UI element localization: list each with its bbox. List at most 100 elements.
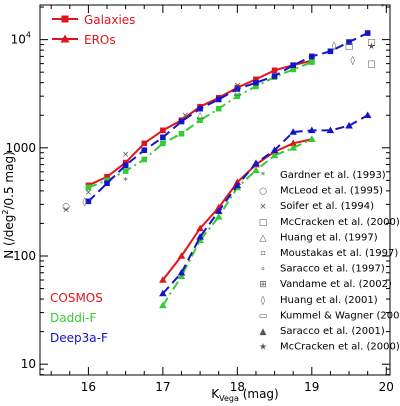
literature-point: ×: [181, 111, 189, 121]
y-tick-label: 104: [11, 31, 31, 47]
data-point: [253, 83, 259, 90]
data-point: [141, 140, 148, 147]
data-point: [270, 146, 279, 154]
literature-point: □: [345, 42, 354, 52]
plot-frame: [39, 4, 391, 376]
literature-point: ×: [85, 188, 93, 198]
data-point: [160, 134, 166, 141]
data-point: [104, 180, 110, 187]
data-point: [289, 139, 297, 147]
data-point: [253, 76, 259, 83]
y-tick-label: 100: [13, 249, 36, 263]
x-tick-label: 16: [81, 380, 96, 394]
literature-point: ◊: [351, 55, 356, 66]
literature-legend-symbol: ▲: [260, 327, 267, 337]
literature-legend-symbol: ◊: [261, 295, 266, 306]
data-point: [214, 207, 223, 214]
literature-point: △: [197, 111, 204, 121]
survey-label: Daddi-F: [50, 311, 96, 325]
literature-legend-symbol: ★: [259, 343, 267, 353]
x-axis-label: KVega (mag): [211, 387, 278, 403]
literature-legend-label: Huang et al. (2001): [280, 295, 378, 306]
data-point: [160, 127, 166, 134]
data-point: [177, 272, 186, 280]
data-point: [252, 159, 260, 167]
data-point: [346, 39, 352, 45]
axes-group: 16 17 18 19 20 10 100 1000 104: [5, 5, 394, 394]
data-point: [215, 105, 222, 112]
data-point: [326, 126, 335, 134]
data-point: [363, 111, 372, 119]
literature-point: □: [367, 60, 376, 70]
data-point: [289, 128, 297, 135]
data-point: [289, 144, 297, 151]
literature-point: ×: [234, 81, 242, 91]
literature-legend-label: Gardner et al. (1993): [280, 170, 386, 181]
data-point: [104, 173, 110, 180]
literature-legend-symbol: ⊞: [259, 280, 267, 290]
data-point: [141, 156, 148, 163]
series-line: [162, 114, 369, 295]
data-point: [104, 177, 110, 184]
survey-label: Deep3a-F: [50, 331, 108, 345]
data-point: [85, 184, 92, 191]
survey-label: COSMOS: [50, 291, 103, 305]
data-point: [271, 73, 278, 79]
literature-point: ×: [62, 205, 70, 215]
x-tick-label: 20: [379, 380, 394, 394]
x-tick-label: 18: [230, 380, 245, 394]
data-point: [196, 233, 204, 240]
data-point: [141, 147, 148, 154]
literature-legend-symbol: ×: [259, 202, 267, 212]
data-point: [290, 66, 296, 73]
data-point: [290, 62, 296, 69]
data-point: [197, 105, 203, 112]
data-point: [196, 224, 204, 232]
legend-label: EROs: [84, 33, 116, 47]
data-point: [308, 135, 316, 143]
literature-legend-symbol: ⌗: [260, 249, 265, 259]
data-point: [214, 213, 223, 220]
data-point: [233, 181, 242, 189]
literature-point: △: [234, 88, 241, 98]
legend-layer: Galaxies EROs COSMOS Daddi-F Deep3a-F * Gardne…: [50, 13, 400, 353]
y-tick-label: 1000: [5, 141, 36, 155]
data-point: [122, 162, 129, 169]
y-axis-label: N (/deg2/0.5 mag): [1, 151, 16, 259]
literature-point: ×: [122, 150, 130, 160]
legend-marker: [60, 34, 70, 43]
data-point: [159, 301, 167, 309]
data-point: [327, 48, 334, 55]
legend-marker: [61, 15, 69, 23]
x-tick-label: 17: [155, 380, 170, 394]
data-point: [270, 151, 279, 159]
data-point: [159, 276, 167, 283]
literature-point: ○: [62, 202, 70, 212]
series-line: [87, 32, 369, 203]
literature-legend-symbol: □: [259, 218, 268, 228]
data-point: [364, 30, 371, 36]
data-point: [197, 117, 203, 123]
data-point: [234, 86, 241, 92]
data-point: [345, 121, 353, 129]
y-tick-label: 10: [21, 357, 36, 371]
literature-legend-label: McCracken et al. (2000): [280, 217, 400, 228]
data-point: [308, 126, 316, 134]
data-point: [309, 59, 315, 65]
literature-points-layer: *○×××××□ □□∘◊◊◊△△★: [62, 1, 385, 216]
series-group: [85, 30, 371, 205]
y-tick-exponent: 4: [26, 31, 31, 40]
data-point: [177, 252, 186, 259]
series-group: [159, 111, 372, 297]
literature-point: *: [123, 176, 128, 186]
literature-point: ★: [367, 42, 375, 52]
legend-label: Galaxies: [84, 13, 135, 27]
literature-point: ◊: [82, 196, 87, 207]
data-point: [177, 268, 186, 276]
literature-legend-label: Vandame et al. (2002): [280, 279, 392, 290]
literature-point: □: [367, 38, 376, 48]
data-point: [160, 140, 166, 147]
literature-legend-label: McLeod et al. (1995): [280, 186, 383, 197]
literature-legend-label: Saracco et al. (2001): [280, 326, 385, 337]
data-point: [234, 93, 241, 99]
